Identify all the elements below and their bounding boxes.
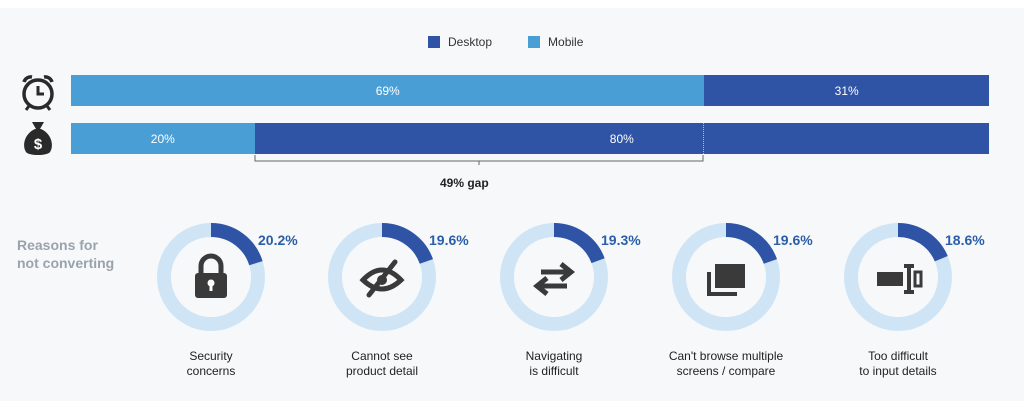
pct-product-detail: 19.6% <box>429 232 469 248</box>
arrows-icon <box>532 262 576 296</box>
bar-mobile-money: 20% <box>71 123 255 154</box>
bar-label-mobile-money: 20% <box>150 131 175 146</box>
lock-icon <box>195 253 227 298</box>
donut-product-detail <box>328 223 436 331</box>
chart-panel <box>0 8 1024 401</box>
label-product-detail: Cannot see product detail <box>345 349 419 378</box>
label-input-details: Too difficult to input details <box>859 349 937 378</box>
legend-label-desktop: Desktop <box>448 35 493 49</box>
legend-swatch-desktop <box>428 36 440 48</box>
money-bag-icon: $ <box>24 122 52 155</box>
pct-security: 20.2% <box>258 232 298 248</box>
pct-navigating: 19.3% <box>601 232 641 248</box>
bar-desktop-time: 31% <box>704 75 989 106</box>
gap-marker <box>703 123 704 154</box>
donut-security <box>157 223 265 331</box>
bar-label-mobile-time: 69% <box>375 83 400 98</box>
legend: Desktop Mobile <box>428 35 583 49</box>
pct-browse-screens: 19.6% <box>773 232 813 248</box>
legend-desktop: Desktop <box>428 35 492 49</box>
bar-label-desktop-time: 31% <box>834 83 859 98</box>
bar-label-desktop-money: 80% <box>609 131 634 146</box>
legend-mobile: Mobile <box>528 35 583 49</box>
input-cursor-icon <box>877 264 923 294</box>
label-security: Security concerns <box>186 349 236 378</box>
donut-navigating <box>500 223 608 331</box>
label-navigating: Navigating is difficult <box>525 349 583 378</box>
reasons-title: Reasons for not converting <box>17 237 115 271</box>
bar-desktop-money: 80% <box>254 123 989 154</box>
svg-text:$: $ <box>34 136 43 153</box>
gap-annotation: 49% gap <box>440 176 489 190</box>
screens-icon <box>707 264 745 296</box>
donut-browse-screens <box>672 223 780 331</box>
label-browse-screens: Can't browse multiple screens / compare <box>668 349 784 378</box>
eye-slash-icon <box>359 259 405 298</box>
bar-row-time: 69% 31% <box>71 75 989 106</box>
bar-row-money: 20% 80% <box>71 123 989 154</box>
alarm-clock-icon <box>22 75 54 111</box>
legend-label-mobile: Mobile <box>548 35 584 49</box>
bar-mobile-time: 69% <box>71 75 705 106</box>
legend-swatch-mobile <box>528 36 541 48</box>
donut-input-details <box>844 223 952 331</box>
gap-bracket <box>254 155 704 165</box>
pct-input-details: 18.6% <box>945 232 985 248</box>
